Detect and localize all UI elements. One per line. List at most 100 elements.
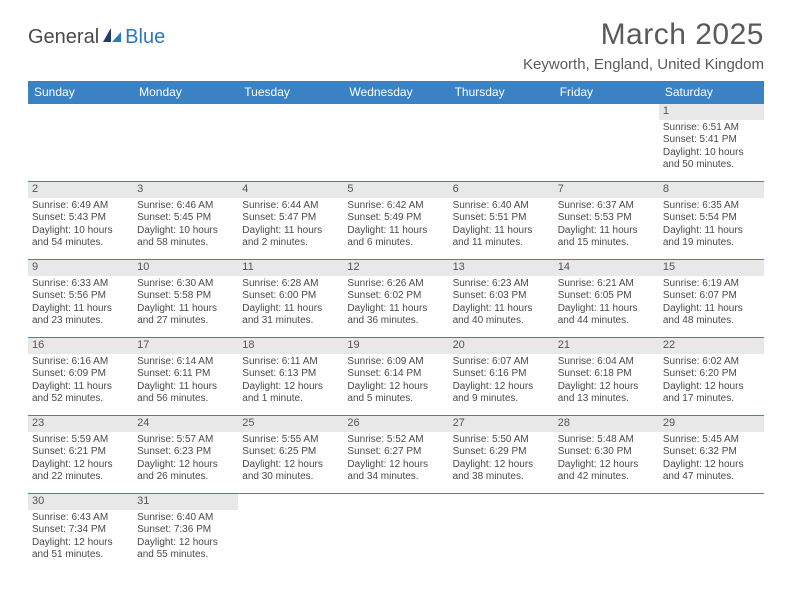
sunrise-text: Sunrise: 5:45 AM — [663, 434, 760, 447]
daylight-text: and 5 minutes. — [347, 393, 444, 406]
sunrise-text: Sunrise: 6:51 AM — [663, 122, 760, 135]
day-number: 21 — [554, 338, 659, 354]
calendar-day-cell — [133, 104, 238, 182]
calendar-day-cell: 19Sunrise: 6:09 AMSunset: 6:14 PMDayligh… — [343, 338, 448, 416]
sunrise-text: Sunrise: 6:02 AM — [663, 356, 760, 369]
daylight-text: and 23 minutes. — [32, 315, 129, 328]
weekday-header: Saturday — [659, 81, 764, 104]
daylight-text: Daylight: 11 hours — [242, 303, 339, 316]
daylight-text: and 40 minutes. — [453, 315, 550, 328]
calendar-day-cell — [238, 494, 343, 572]
calendar-week-row: 30Sunrise: 6:43 AMSunset: 7:34 PMDayligh… — [28, 494, 764, 572]
sunrise-text: Sunrise: 5:48 AM — [558, 434, 655, 447]
daylight-text: Daylight: 11 hours — [663, 303, 760, 316]
daylight-text: and 6 minutes. — [347, 237, 444, 250]
daylight-text: Daylight: 12 hours — [663, 381, 760, 394]
day-number: 25 — [238, 416, 343, 432]
day-number: 11 — [238, 260, 343, 276]
sunset-text: Sunset: 6:14 PM — [347, 368, 444, 381]
daylight-text: and 36 minutes. — [347, 315, 444, 328]
logo-text-blue: Blue — [125, 26, 165, 49]
daylight-text: and 9 minutes. — [453, 393, 550, 406]
day-number: 7 — [554, 182, 659, 198]
daylight-text: and 34 minutes. — [347, 471, 444, 484]
daylight-text: and 31 minutes. — [242, 315, 339, 328]
sunrise-text: Sunrise: 6:04 AM — [558, 356, 655, 369]
calendar-week-row: 9Sunrise: 6:33 AMSunset: 5:56 PMDaylight… — [28, 260, 764, 338]
daylight-text: and 56 minutes. — [137, 393, 234, 406]
day-number: 15 — [659, 260, 764, 276]
calendar-day-cell — [554, 494, 659, 572]
sunrise-text: Sunrise: 6:43 AM — [32, 512, 129, 525]
daylight-text: Daylight: 12 hours — [453, 459, 550, 472]
sunrise-text: Sunrise: 6:16 AM — [32, 356, 129, 369]
daylight-text: Daylight: 10 hours — [32, 225, 129, 238]
calendar-day-cell: 6Sunrise: 6:40 AMSunset: 5:51 PMDaylight… — [449, 182, 554, 260]
calendar-day-cell: 23Sunrise: 5:59 AMSunset: 6:21 PMDayligh… — [28, 416, 133, 494]
calendar-day-cell: 8Sunrise: 6:35 AMSunset: 5:54 PMDaylight… — [659, 182, 764, 260]
sunset-text: Sunset: 6:07 PM — [663, 290, 760, 303]
sunset-text: Sunset: 6:16 PM — [453, 368, 550, 381]
sunset-text: Sunset: 6:25 PM — [242, 446, 339, 459]
title-block: March 2025 Keyworth, England, United Kin… — [523, 18, 764, 73]
sunrise-text: Sunrise: 6:33 AM — [32, 278, 129, 291]
daylight-text: Daylight: 12 hours — [137, 537, 234, 550]
day-number: 9 — [28, 260, 133, 276]
daylight-text: Daylight: 12 hours — [137, 459, 234, 472]
daylight-text: Daylight: 12 hours — [663, 459, 760, 472]
day-number: 5 — [343, 182, 448, 198]
sunrise-text: Sunrise: 6:21 AM — [558, 278, 655, 291]
day-number: 6 — [449, 182, 554, 198]
daylight-text: Daylight: 11 hours — [558, 303, 655, 316]
calendar-day-cell: 29Sunrise: 5:45 AMSunset: 6:32 PMDayligh… — [659, 416, 764, 494]
daylight-text: and 1 minute. — [242, 393, 339, 406]
day-number: 2 — [28, 182, 133, 198]
daylight-text: and 58 minutes. — [137, 237, 234, 250]
calendar-day-cell: 15 Sunrise: 6:19 AMSunset: 6:07 PMDayligh… — [659, 260, 764, 338]
sunset-text: Sunset: 6:11 PM — [137, 368, 234, 381]
daylight-text: Daylight: 12 hours — [32, 537, 129, 550]
sunrise-text: Sunrise: 6:09 AM — [347, 356, 444, 369]
sunset-text: Sunset: 6:27 PM — [347, 446, 444, 459]
daylight-text: Daylight: 11 hours — [347, 225, 444, 238]
sunrise-text: Sunrise: 6:49 AM — [32, 200, 129, 213]
calendar-day-cell: 20Sunrise: 6:07 AMSunset: 6:16 PMDayligh… — [449, 338, 554, 416]
day-number: 14 — [554, 260, 659, 276]
day-number: 16 — [28, 338, 133, 354]
calendar-day-cell: 7Sunrise: 6:37 AMSunset: 5:53 PMDaylight… — [554, 182, 659, 260]
daylight-text: and 44 minutes. — [558, 315, 655, 328]
day-number: 22 — [659, 338, 764, 354]
sunset-text: Sunset: 6:13 PM — [242, 368, 339, 381]
day-number: 31 — [133, 494, 238, 510]
calendar-day-cell: 10Sunrise: 6:30 AMSunset: 5:58 PMDayligh… — [133, 260, 238, 338]
daylight-text: Daylight: 11 hours — [663, 225, 760, 238]
header: General Blue March 2025 Keyworth, Englan… — [28, 18, 764, 73]
daylight-text: Daylight: 12 hours — [347, 459, 444, 472]
sunrise-text: Sunrise: 6:26 AM — [347, 278, 444, 291]
sunset-text: Sunset: 6:03 PM — [453, 290, 550, 303]
daylight-text: and 55 minutes. — [137, 549, 234, 562]
sunrise-text: Sunrise: 6:11 AM — [242, 356, 339, 369]
daylight-text: Daylight: 12 hours — [558, 381, 655, 394]
calendar-day-cell: 11Sunrise: 6:28 AMSunset: 6:00 PMDayligh… — [238, 260, 343, 338]
sunrise-text: Sunrise: 6:42 AM — [347, 200, 444, 213]
daylight-text: Daylight: 10 hours — [663, 147, 760, 160]
sunset-text: Sunset: 6:05 PM — [558, 290, 655, 303]
calendar-day-cell: 14 Sunrise: 6:21 AMSunset: 6:05 PMDayligh… — [554, 260, 659, 338]
calendar-day-cell — [449, 494, 554, 572]
sunset-text: Sunset: 6:18 PM — [558, 368, 655, 381]
day-number: 1 — [659, 104, 764, 120]
calendar-day-cell — [343, 104, 448, 182]
logo-text-general: General — [28, 26, 99, 49]
weekday-header: Monday — [133, 81, 238, 104]
sunset-text: Sunset: 6:21 PM — [32, 446, 129, 459]
sunrise-text: Sunrise: 6:35 AM — [663, 200, 760, 213]
sunrise-text: Sunrise: 6:40 AM — [453, 200, 550, 213]
sunset-text: Sunset: 5:43 PM — [32, 212, 129, 225]
daylight-text: Daylight: 11 hours — [137, 381, 234, 394]
calendar-table: SundayMondayTuesdayWednesdayThursdayFrid… — [28, 81, 764, 572]
sunrise-text: Sunrise: 6:19 AM — [663, 278, 760, 291]
daylight-text: Daylight: 11 hours — [347, 303, 444, 316]
weekday-header: Friday — [554, 81, 659, 104]
sunrise-text: Sunrise: 5:55 AM — [242, 434, 339, 447]
